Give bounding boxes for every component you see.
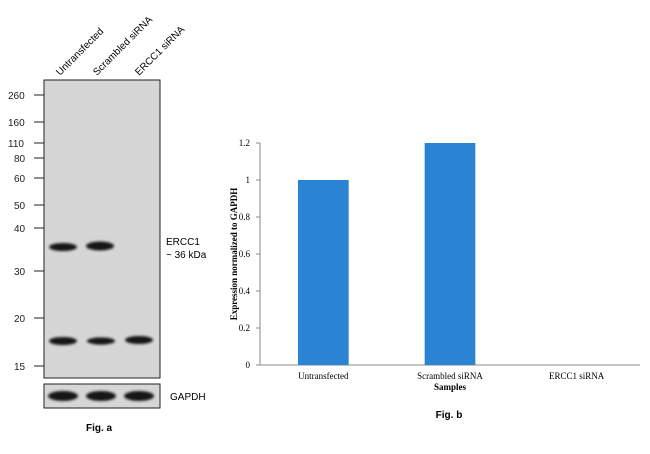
gapdh-bands [48, 391, 154, 401]
ercc1-band-lane-1 [49, 243, 77, 251]
gapdh-band-lane-1 [48, 391, 78, 401]
y-tick-label: 0.4 [239, 286, 251, 296]
y-tick-label: 1 [246, 175, 251, 185]
ercc1-label: ERCC1 [166, 237, 200, 248]
ercc1-size-label: ~ 36 kDa [166, 250, 207, 261]
bar-2 [424, 143, 476, 365]
x-tick-label: Scrambled siRNA [417, 371, 483, 381]
western-blot-panel: Untransfected Scrambled siRNA ERCC1 siRN… [8, 14, 207, 434]
ercc1-bands [49, 241, 114, 251]
marker-260: 260 [8, 91, 25, 102]
gapdh-band-lane-2 [86, 391, 116, 401]
y-tick-label: 0 [246, 360, 251, 370]
marker-40: 40 [14, 224, 26, 235]
gapdh-label: GAPDH [170, 392, 206, 403]
marker-160: 160 [8, 118, 25, 129]
fig-b-caption: Fig. b [436, 410, 463, 421]
marker-50: 50 [14, 201, 26, 212]
marker-30: 30 [14, 267, 26, 278]
y-tick-label: 1.2 [239, 138, 250, 148]
blot-membrane [43, 79, 161, 379]
marker-110: 110 [8, 139, 24, 150]
marker-15: 15 [14, 362, 26, 373]
y-tick-label: 0.6 [239, 249, 251, 259]
bar-1 [298, 180, 349, 365]
lower-bands [49, 336, 153, 345]
fig-a-caption: Fig. a [86, 423, 113, 434]
marker-80: 80 [14, 154, 26, 165]
bar-chart-panel: 0 0.2 0.4 0.6 0.8 1 1.2 Untransfected Scrambled… [229, 138, 640, 421]
gapdh-band-lane-3 [124, 391, 154, 401]
lower-band-lane-1 [49, 337, 77, 345]
ercc1-band-lane-2 [86, 241, 114, 251]
marker-20: 20 [14, 314, 26, 325]
y-axis-label: Expression normalized to GAPDH [229, 188, 239, 321]
y-tick-label: 0.2 [239, 323, 250, 333]
x-tick-label: Untransfected [298, 371, 349, 381]
marker-60: 60 [14, 174, 26, 185]
x-axis-label: Samples [434, 382, 467, 392]
marker-ladder: 260 160 110 80 60 50 40 30 20 15 [8, 91, 44, 373]
lower-band-lane-2 [87, 337, 115, 345]
y-tick-label: 0.8 [239, 212, 251, 222]
x-tick-label: ERCC1 siRNA [549, 371, 605, 381]
lower-band-lane-3 [125, 336, 153, 344]
